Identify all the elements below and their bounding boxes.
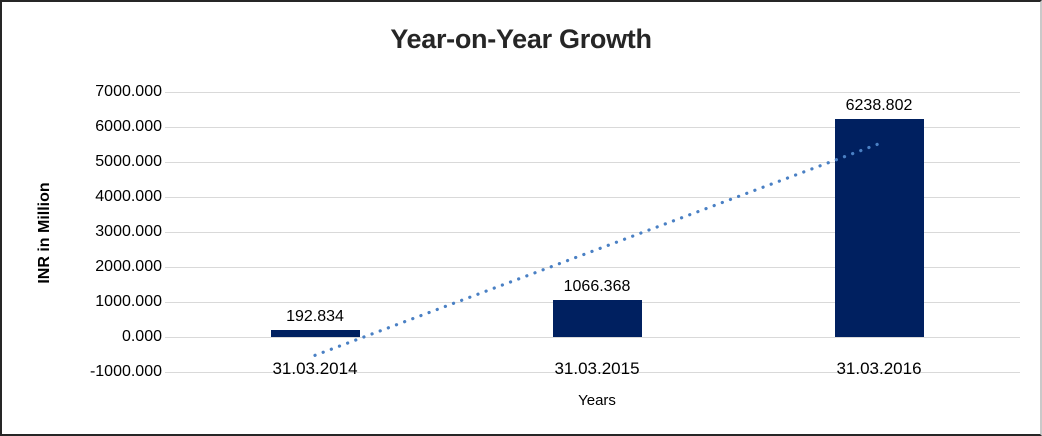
y-axis-tick bbox=[165, 301, 174, 303]
y-axis-tick-label: 3000.000 bbox=[95, 223, 162, 240]
y-axis-tick-label: 2000.000 bbox=[95, 258, 162, 275]
y-axis-tick bbox=[165, 266, 174, 268]
y-axis-tick bbox=[165, 231, 174, 233]
y-axis-tick-label: 7000.000 bbox=[95, 83, 162, 100]
y-axis-tick bbox=[165, 91, 174, 93]
y-axis-tick bbox=[165, 126, 174, 128]
y-axis-tick bbox=[165, 196, 174, 198]
y-axis-tick-label: 1000.000 bbox=[95, 293, 162, 310]
gridline bbox=[174, 371, 1020, 373]
category-label: 31.03.2015 bbox=[554, 359, 640, 378]
y-axis-tick bbox=[165, 161, 174, 163]
data-label: 1066.368 bbox=[563, 277, 631, 295]
x-axis-title: Years bbox=[578, 392, 616, 409]
y-axis-tick-label: -1000.000 bbox=[89, 363, 162, 380]
bar-31.03.2014 bbox=[270, 330, 360, 337]
plot-area bbox=[165, 91, 1020, 373]
gridline bbox=[174, 91, 1020, 93]
y-axis-tick-label: 5000.000 bbox=[95, 153, 162, 170]
y-axis-tick-label: 4000.000 bbox=[95, 188, 162, 205]
y-axis-tick-label: 6000.000 bbox=[95, 118, 162, 135]
data-label: 6238.802 bbox=[845, 96, 913, 114]
gridline bbox=[174, 126, 1020, 128]
chart-title: Year-on-Year Growth bbox=[390, 24, 652, 54]
category-label: 31.03.2014 bbox=[272, 359, 358, 378]
y-axis-tick bbox=[165, 371, 174, 373]
data-label: 192.834 bbox=[286, 308, 344, 326]
y-axis-tick-label: 0.000 bbox=[121, 328, 162, 345]
bar-31.03.2015 bbox=[552, 299, 642, 337]
bar-31.03.2016 bbox=[834, 118, 924, 337]
category-label: 31.03.2016 bbox=[836, 359, 922, 378]
y-axis-tick bbox=[165, 336, 174, 338]
